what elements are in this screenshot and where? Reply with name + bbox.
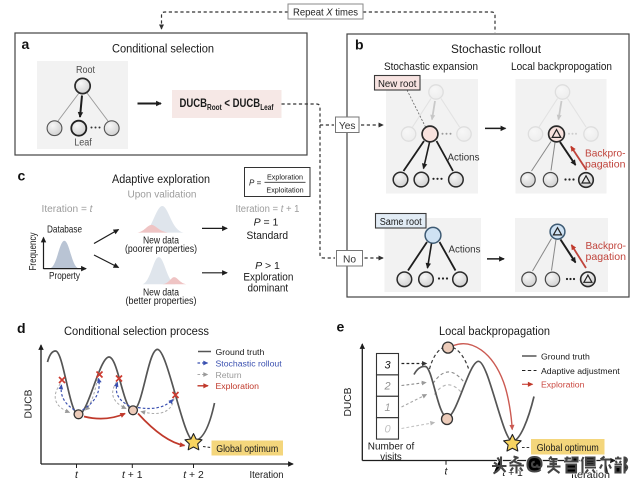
svg-text:Standard: Standard (247, 230, 289, 242)
svg-text:Global optimum: Global optimum (537, 443, 599, 454)
svg-text:Backpro-: Backpro- (586, 241, 627, 252)
svg-text:Backpro-: Backpro- (585, 148, 626, 159)
svg-text:Iteration = t: Iteration = t (42, 204, 94, 215)
svg-text:Global optimum: Global optimum (216, 444, 278, 455)
svg-text:New root: New root (378, 79, 417, 90)
svg-text:1: 1 (384, 402, 390, 414)
svg-text:Conditional selection process: Conditional selection process (64, 324, 209, 338)
svg-text:Same root: Same root (380, 217, 422, 228)
svg-text:Stochastic rollout: Stochastic rollout (216, 358, 283, 368)
svg-text:2: 2 (383, 381, 390, 393)
svg-text:DUCB: DUCB (24, 389, 35, 418)
svg-text:c: c (18, 168, 26, 184)
svg-text:visits: visits (380, 451, 402, 463)
svg-text:Repeat X times: Repeat X times (293, 7, 358, 18)
svg-text:Actions: Actions (448, 153, 480, 164)
svg-text:a: a (22, 36, 30, 52)
svg-text:Exploration: Exploration (243, 271, 293, 283)
svg-text:Property: Property (49, 271, 81, 282)
svg-text:P =: P = (249, 179, 262, 188)
svg-text:d: d (17, 320, 26, 336)
svg-text:t + 1: t + 1 (502, 468, 523, 479)
svg-text:(poorer properties): (poorer properties) (125, 244, 197, 255)
svg-text:DUCB: DUCB (343, 387, 354, 416)
svg-text:pagation: pagation (585, 159, 626, 170)
svg-text:Local backpropagation: Local backpropagation (439, 324, 550, 338)
svg-text:Iteration = t + 1: Iteration = t + 1 (236, 204, 300, 215)
svg-text:Number of: Number of (368, 441, 415, 453)
svg-text:e: e (337, 319, 345, 335)
svg-text:Ground truth: Ground truth (216, 347, 265, 357)
svg-text:Local backpropogation: Local backpropogation (511, 61, 612, 73)
svg-text:Conditional selection: Conditional selection (112, 41, 214, 55)
svg-text:Adaptive exploration: Adaptive exploration (112, 172, 210, 186)
svg-text:Exploration: Exploration (267, 173, 303, 182)
svg-text:b: b (355, 37, 364, 53)
svg-text:Return: Return (216, 370, 242, 380)
svg-text:Stochastic expansion: Stochastic expansion (384, 61, 478, 73)
svg-text:New data: New data (143, 287, 179, 298)
svg-text:Leaf: Leaf (74, 137, 92, 148)
svg-text:Exploitation: Exploitation (266, 186, 303, 195)
svg-text:(better properties): (better properties) (126, 296, 197, 307)
svg-text:t + 1: t + 1 (122, 470, 143, 481)
svg-text:P > 1: P > 1 (255, 260, 280, 272)
svg-text:P = 1: P = 1 (254, 216, 279, 228)
svg-text:Frequency: Frequency (28, 233, 39, 271)
svg-text:t + 2: t + 2 (183, 470, 204, 481)
svg-text:Iteration: Iteration (250, 470, 284, 481)
svg-text:Root: Root (76, 65, 95, 76)
svg-text:Exploration: Exploration (541, 380, 585, 390)
svg-text:t: t (75, 470, 79, 481)
svg-text:Database: Database (47, 225, 82, 236)
svg-text:Actions: Actions (449, 245, 481, 256)
svg-text:Adaptive adjustment: Adaptive adjustment (541, 366, 620, 376)
svg-text:t: t (445, 467, 449, 478)
svg-text:New data: New data (143, 235, 179, 246)
svg-text:dominant: dominant (248, 282, 289, 294)
svg-text:0: 0 (384, 424, 391, 436)
svg-text:3: 3 (384, 359, 391, 371)
svg-text:Iteration: Iteration (571, 470, 610, 481)
svg-text:DUCBRoot < DUCBLeaf: DUCBRoot < DUCBLeaf (180, 98, 274, 112)
svg-text:pagation: pagation (586, 252, 627, 263)
svg-text:Exploration: Exploration (216, 381, 260, 391)
svg-text:Ground truth: Ground truth (541, 351, 590, 361)
svg-text:Upon validation: Upon validation (128, 190, 197, 201)
svg-text:Stochastic rollout: Stochastic rollout (451, 42, 542, 56)
svg-text:No: No (343, 254, 356, 265)
svg-text:Yes: Yes (339, 121, 356, 132)
